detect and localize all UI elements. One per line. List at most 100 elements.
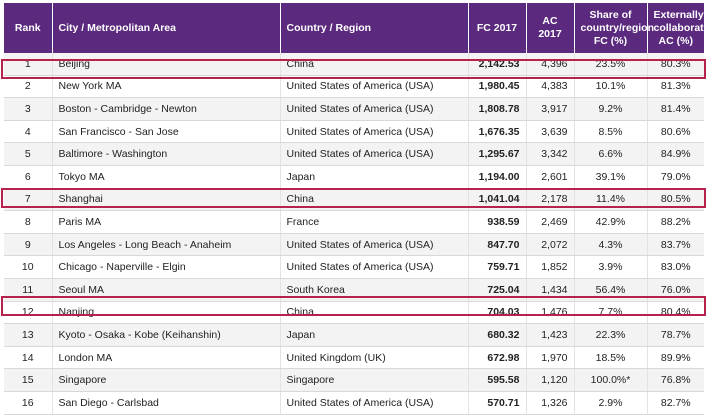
cell-rank: 7 <box>4 188 53 212</box>
cell-fc: 1,194.00 <box>468 165 527 189</box>
cell-ac: 1,120 <box>526 368 575 392</box>
cell-fc: 1,295.67 <box>468 142 527 166</box>
cell-city: Chicago - Naperville - Elgin <box>52 255 281 279</box>
cell-city: Shanghai <box>52 188 281 212</box>
cell-city: Boston - Cambridge - Newton <box>52 97 281 121</box>
cell-city: New York MA <box>52 75 281 99</box>
cell-country: Singapore <box>280 368 469 392</box>
cell-ac: 2,601 <box>526 165 575 189</box>
cell-collab: 78.7% <box>647 323 704 347</box>
cell-fc: 1,041.04 <box>468 188 527 212</box>
cell-country: Japan <box>280 165 469 189</box>
cell-rank: 10 <box>4 255 53 279</box>
cell-collab: 82.7% <box>647 391 704 415</box>
table-row: 6 Tokyo MA Japan 1,194.00 2,601 39.1% 79.0% <box>4 165 704 189</box>
cell-collab: 89.9% <box>647 346 704 370</box>
cell-rank: 15 <box>4 368 53 392</box>
cell-collab: 79.0% <box>647 165 704 189</box>
cell-city: San Diego - Carlsbad <box>52 391 281 415</box>
table-row: 4 San Francisco - San Jose United States o… <box>4 120 704 144</box>
col-header-share: Share of country/region FC (%) <box>574 3 654 53</box>
cell-fc: 2,142.53 <box>468 53 527 76</box>
cell-country: France <box>280 210 469 234</box>
cell-ac: 4,396 <box>526 53 575 76</box>
cell-share: 56.4% <box>574 278 648 302</box>
table-row: 14 London MA United Kingdom (UK) 672.98 1,97… <box>4 346 704 370</box>
cell-share: 6.6% <box>574 142 648 166</box>
cell-collab: 88.2% <box>647 210 704 234</box>
cell-ac: 3,917 <box>526 97 575 121</box>
cell-collab: 81.3% <box>647 75 704 99</box>
cell-city: Nanjing <box>52 301 281 325</box>
cell-city: Los Angeles - Long Beach - Anaheim <box>52 233 281 257</box>
cell-collab: 81.4% <box>647 97 704 121</box>
cell-share: 42.9% <box>574 210 648 234</box>
table-row: 2 New York MA United States of America (US… <box>4 75 704 99</box>
cell-rank: 13 <box>4 323 53 347</box>
header-row: Rank City / Metropolitan Area Country / … <box>4 3 709 53</box>
cell-collab: 80.5% <box>647 188 704 212</box>
cell-country: United States of America (USA) <box>280 142 469 166</box>
col-header-city: City / Metropolitan Area <box>52 3 281 53</box>
cell-rank: 16 <box>4 391 53 415</box>
cell-country: United Kingdom (UK) <box>280 346 469 370</box>
cell-collab: 80.6% <box>647 120 704 144</box>
cell-fc: 759.71 <box>468 255 527 279</box>
col-header-country: Country / Region <box>280 3 469 53</box>
cell-collab: 76.0% <box>647 278 704 302</box>
cell-country: United States of America (USA) <box>280 75 469 99</box>
cell-collab: 76.8% <box>647 368 704 392</box>
cell-city: Beijing <box>52 53 281 76</box>
cell-ac: 2,469 <box>526 210 575 234</box>
cell-ac: 3,639 <box>526 120 575 144</box>
cell-ac: 1,423 <box>526 323 575 347</box>
cell-rank: 5 <box>4 142 53 166</box>
cell-share: 11.4% <box>574 188 648 212</box>
cell-share: 10.1% <box>574 75 648 99</box>
cell-fc: 938.59 <box>468 210 527 234</box>
cell-country: China <box>280 53 469 76</box>
cell-ac: 2,072 <box>526 233 575 257</box>
cell-country: United States of America (USA) <box>280 97 469 121</box>
cell-ac: 2,178 <box>526 188 575 212</box>
col-header-fc: FC 2017 <box>468 3 527 53</box>
cell-fc: 1,676.35 <box>468 120 527 144</box>
cell-collab: 84.9% <box>647 142 704 166</box>
cell-rank: 11 <box>4 278 53 302</box>
table-row: 10 Chicago - Naperville - Elgin United Sta… <box>4 255 704 279</box>
cell-share: 39.1% <box>574 165 648 189</box>
city-ranking-table: Rank City / Metropolitan Area Country / … <box>4 3 709 415</box>
cell-share: 3.9% <box>574 255 648 279</box>
table-row: 8 Paris MA France 938.59 2,469 42.9% 88.2% <box>4 210 704 234</box>
cell-country: South Korea <box>280 278 469 302</box>
cell-rank: 12 <box>4 301 53 325</box>
table-row: 3 Boston - Cambridge - Newton United State… <box>4 97 704 121</box>
cell-city: San Francisco - San Jose <box>52 120 281 144</box>
cell-country: United States of America (USA) <box>280 391 469 415</box>
cell-rank: 3 <box>4 97 53 121</box>
cell-country: Japan <box>280 323 469 347</box>
cell-share: 2.9% <box>574 391 648 415</box>
cell-city: Tokyo MA <box>52 165 281 189</box>
cell-city: Singapore <box>52 368 281 392</box>
cell-country: China <box>280 301 469 325</box>
cell-ac: 1,326 <box>526 391 575 415</box>
cell-fc: 680.32 <box>468 323 527 347</box>
cell-country: United States of America (USA) <box>280 120 469 144</box>
col-header-ac: AC 2017 <box>526 3 575 53</box>
cell-rank: 2 <box>4 75 53 99</box>
cell-share: 9.2% <box>574 97 648 121</box>
cell-fc: 672.98 <box>468 346 527 370</box>
table-row: 1 Beijing China 2,142.53 4,396 23.5% 80.3% <box>4 53 704 76</box>
cell-ac: 3,342 <box>526 142 575 166</box>
cell-ac: 1,434 <box>526 278 575 302</box>
cell-fc: 595.58 <box>468 368 527 392</box>
cell-share: 22.3% <box>574 323 648 347</box>
cell-ac: 1,476 <box>526 301 575 325</box>
table-row: 16 San Diego - Carlsbad United States of A… <box>4 391 704 415</box>
cell-fc: 704.03 <box>468 301 527 325</box>
cell-ac: 4,383 <box>526 75 575 99</box>
ranking-table-container: Rank City / Metropolitan Area Country / … <box>0 3 709 415</box>
table-row: 15 Singapore Singapore 595.58 1,120 100.0%* 76… <box>4 368 704 392</box>
cell-rank: 4 <box>4 120 53 144</box>
